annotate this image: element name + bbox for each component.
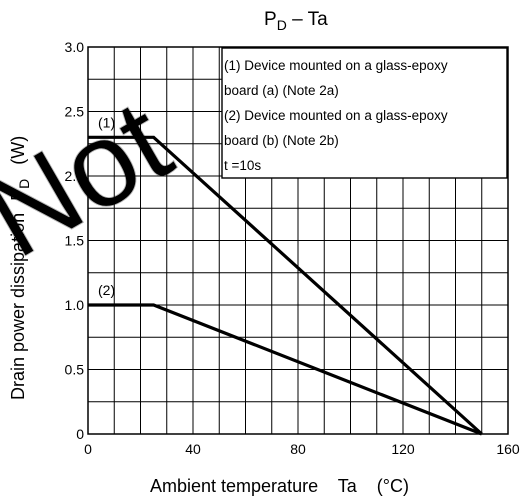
plot-area — [87, 46, 509, 435]
legend-line-1: (1) Device mounted on a glass-epoxy — [224, 58, 448, 73]
y-axis-symbol: P — [8, 189, 28, 201]
y-tick-label: 1.0 — [65, 297, 85, 313]
series-1-label: (1) — [98, 114, 115, 130]
y-tick-label: 0 — [76, 426, 84, 442]
legend: (1) Device mounted on a glass-epoxy boar… — [221, 47, 508, 179]
title-main: P — [264, 9, 277, 30]
y-axis-symbol-sub: D — [16, 179, 32, 189]
legend-box — [221, 47, 508, 179]
y-axis-title: Drain power dissipation PD (W) — [8, 136, 32, 400]
watermark-text: Not — [0, 74, 192, 283]
y-tick-label: 2.0 — [65, 168, 85, 184]
y-tick-label: 3.0 — [65, 39, 85, 55]
legend-line-4: board (b) (Note 2b) — [224, 133, 339, 148]
series-1-line — [88, 135, 483, 436]
y-tick-label: 2.5 — [65, 104, 85, 120]
y-tick-label: 1.5 — [65, 233, 85, 249]
x-tick-label: 80 — [290, 441, 306, 457]
y-tick-label: 0.5 — [65, 362, 85, 378]
x-axis-title: Ambient temperature Ta (°C) — [150, 476, 409, 496]
series-2-label: (2) — [98, 282, 115, 298]
legend-line-2: board (a) (Note 2a) — [224, 83, 339, 98]
series-layer — [88, 135, 483, 436]
legend-line-5: t =10s — [224, 158, 261, 173]
chart-title: PD – Ta — [264, 9, 328, 33]
x-tick-label: 40 — [185, 441, 201, 457]
tick-labels: 0 40 80 120 160 0 0.5 1.0 1.5 2.0 2.5 3.0 — [65, 39, 520, 457]
legend-line-3: (2) Device mounted on a glass-epoxy — [224, 108, 448, 123]
x-tick-label: 160 — [496, 441, 520, 457]
x-tick-label: 0 — [84, 441, 92, 457]
title-sub: D — [277, 17, 287, 33]
series-2-line — [88, 303, 483, 436]
title-rest: – Ta — [287, 9, 328, 30]
y-axis-text: Drain power dissipation — [8, 213, 28, 400]
y-axis-unit: (W) — [8, 136, 28, 165]
x-tick-label: 120 — [391, 441, 415, 457]
